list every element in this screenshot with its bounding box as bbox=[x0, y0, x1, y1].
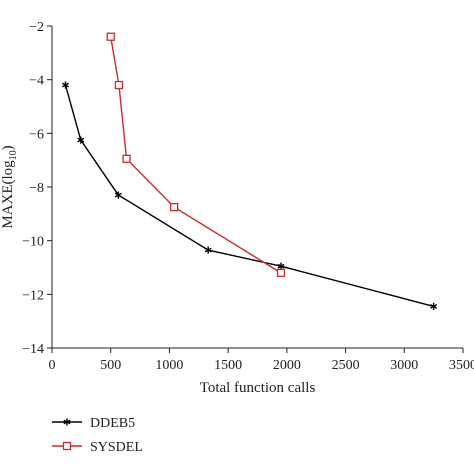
data-point-ddeb5 bbox=[114, 191, 122, 199]
x-tick-label: 2500 bbox=[332, 358, 360, 373]
data-point-ddeb5 bbox=[204, 246, 212, 254]
y-tick-label: −8 bbox=[29, 181, 44, 196]
y-axis-label: MAXE(log10) bbox=[0, 145, 19, 228]
x-axis-label: Total function calls bbox=[200, 380, 316, 396]
data-point-sysdel bbox=[106, 32, 115, 41]
legend-label-ddeb5: DDEB5 bbox=[90, 416, 135, 431]
series-sysdel bbox=[106, 32, 286, 278]
y-axis-label-main: MAXE(log bbox=[0, 160, 16, 229]
y-tick-label: −10 bbox=[22, 235, 44, 250]
series-ddeb5 bbox=[62, 81, 438, 311]
data-point-ddeb5 bbox=[277, 262, 285, 270]
x-tick-label: 0 bbox=[49, 358, 56, 373]
data-point-ddeb5 bbox=[430, 302, 438, 311]
chart-ticks: 0 500 1000 1500 2000 2500 3000 3500 −2 −4 −6 −8 −10 −… bbox=[22, 20, 474, 373]
legend-marker-ddeb5 bbox=[63, 418, 71, 426]
chart-series bbox=[62, 32, 438, 311]
data-point-ddeb5 bbox=[62, 81, 69, 89]
y-axis-label-subscript: 10 bbox=[8, 150, 19, 160]
legend-item-ddeb5: DDEB5 bbox=[52, 416, 135, 431]
chart-legend: DDEB5 SYSDEL bbox=[52, 416, 143, 455]
x-tick-label: 500 bbox=[100, 358, 121, 373]
legend-item-sysdel: SYSDEL bbox=[52, 440, 143, 455]
marker-stroke bbox=[277, 263, 285, 269]
y-tick-label: −14 bbox=[22, 342, 44, 357]
data-point-ddeb5 bbox=[77, 136, 85, 144]
x-tick-label: 3500 bbox=[449, 358, 474, 373]
x-tick-label: 1000 bbox=[155, 358, 183, 373]
data-point-sysdel bbox=[122, 154, 131, 163]
legend-marker-sysdel bbox=[62, 441, 72, 451]
series-line-ddeb5 bbox=[64, 84, 434, 308]
x-tick-label: 3000 bbox=[390, 358, 418, 373]
series-line-sysdel bbox=[110, 36, 282, 274]
marker-stroke bbox=[63, 419, 71, 425]
y-tick-label: −6 bbox=[29, 127, 44, 142]
y-tick-label: −4 bbox=[29, 74, 44, 89]
y-axis-label-suffix: ) bbox=[0, 145, 16, 150]
marker-stroke bbox=[430, 304, 438, 309]
marker-stroke bbox=[77, 137, 85, 143]
legend-label-sysdel: SYSDEL bbox=[90, 440, 143, 455]
marker-stroke bbox=[62, 82, 69, 88]
data-point-sysdel bbox=[169, 202, 179, 212]
marker-stroke bbox=[114, 192, 122, 198]
y-tick-label: −12 bbox=[22, 288, 44, 303]
marker-stroke bbox=[204, 247, 212, 253]
y-tick-label: −2 bbox=[29, 20, 44, 35]
data-point-sysdel bbox=[114, 80, 124, 90]
x-tick-label: 2000 bbox=[273, 358, 301, 373]
x-tick-label: 1500 bbox=[214, 358, 242, 373]
data-point-sysdel bbox=[276, 268, 286, 278]
